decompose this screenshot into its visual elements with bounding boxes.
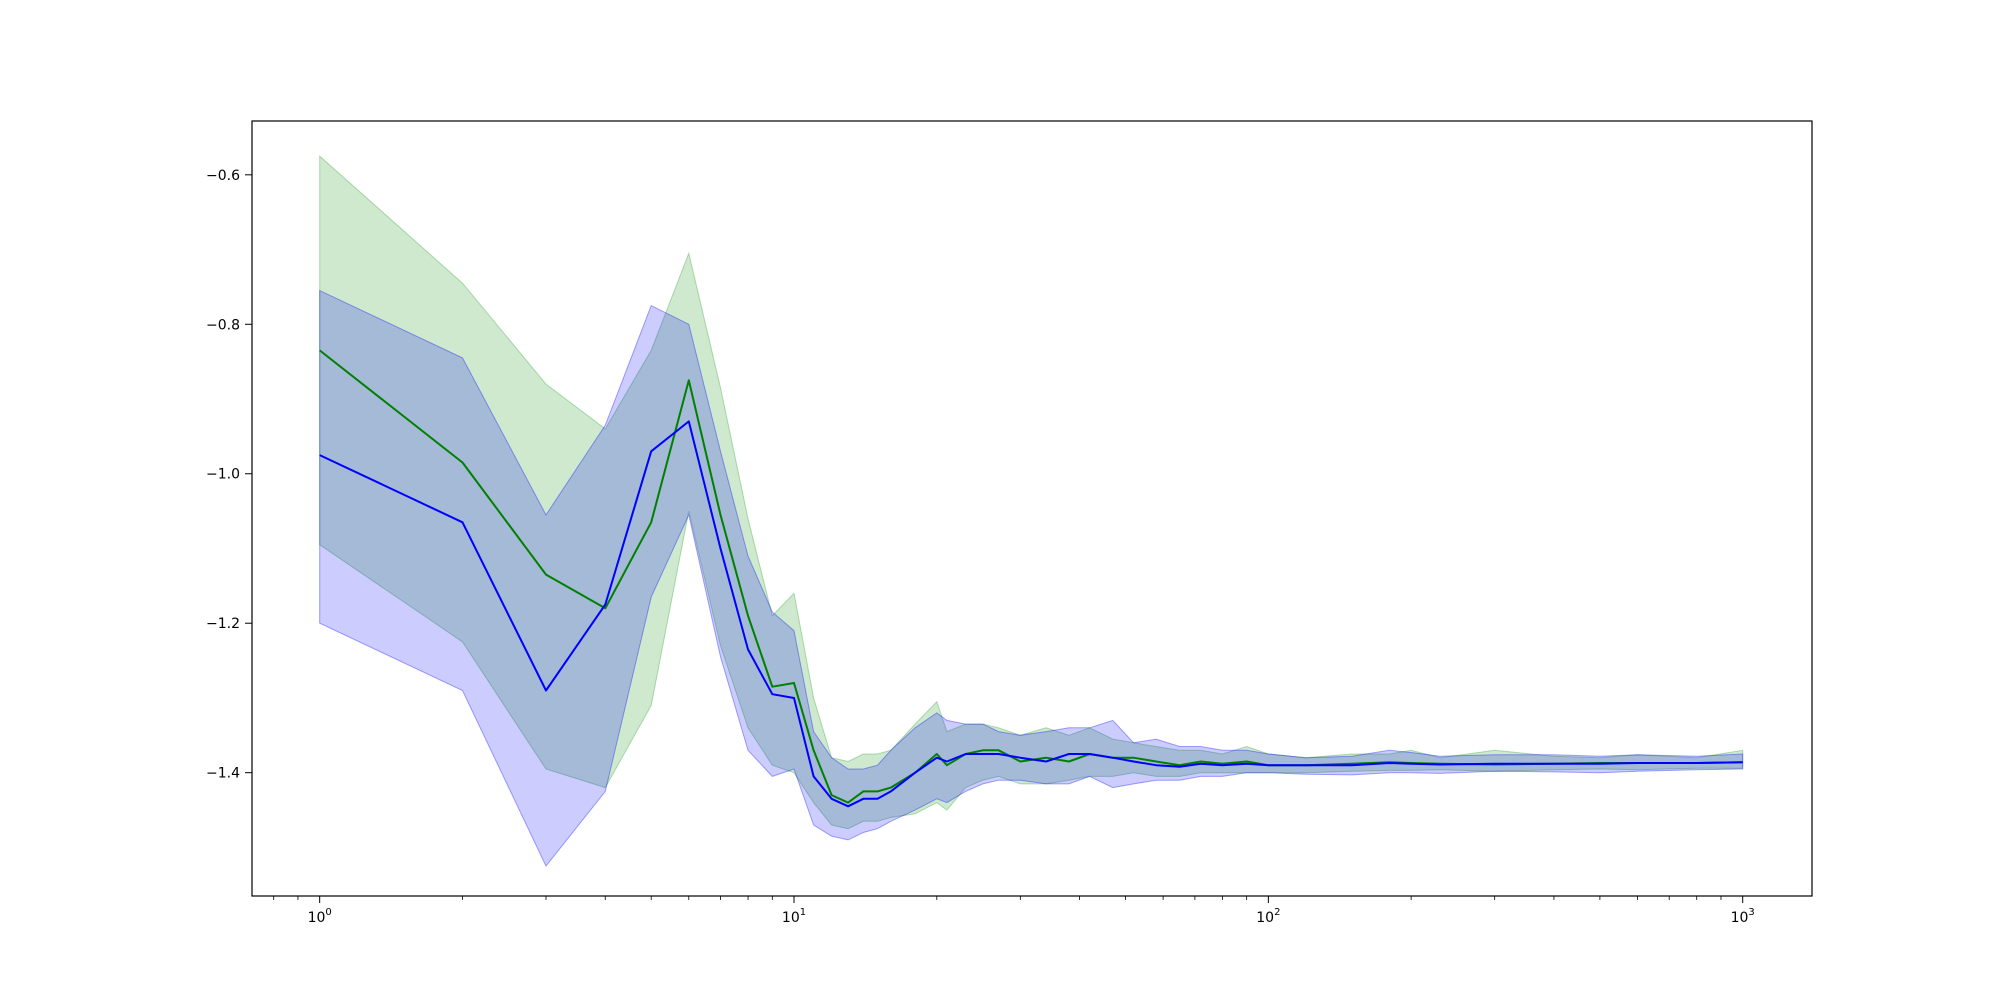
y-tick-label: −1.0 [206, 467, 240, 483]
series-1-band [319, 154, 1744, 830]
y-axis: −0.6 −0.8 −1.0 −1.2 −1.4 [206, 168, 252, 782]
x-tick-label: 102 [1256, 907, 1280, 926]
y-tick-label: −1.2 [206, 616, 240, 632]
y-tick-label: −0.8 [206, 317, 240, 333]
x-axis: 100 101 102 103 [273, 896, 1755, 926]
series-lines [319, 349, 1743, 808]
plot-frame [251, 120, 1813, 897]
series-2-line [319, 420, 1743, 808]
y-tick-label: −0.6 [206, 168, 240, 184]
y-tick-label: −1.4 [206, 766, 240, 782]
x-tick-label: 103 [1731, 907, 1755, 926]
x-tick-label: 100 [308, 907, 332, 926]
x-tick-label: 101 [782, 907, 806, 926]
